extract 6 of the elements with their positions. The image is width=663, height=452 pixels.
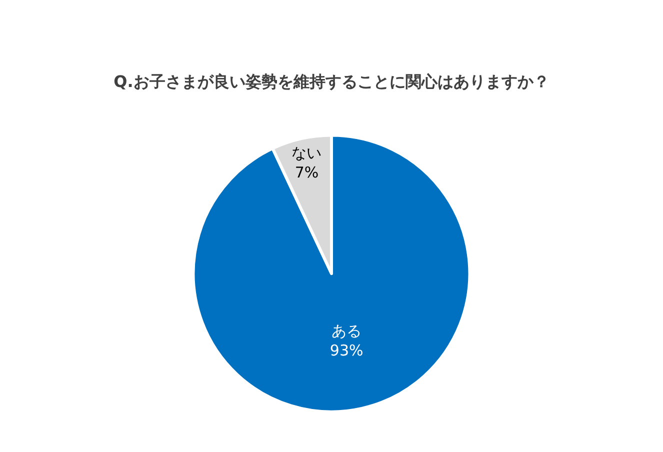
pie-slice	[192, 134, 472, 414]
chart-title: Q.お子さまが良い姿勢を維持することに関心はありますか？	[114, 72, 550, 91]
slice-label: ない	[292, 144, 322, 162]
data-label: 7%	[294, 164, 319, 182]
slice-label: ある	[332, 322, 362, 340]
data-label: 93%	[330, 342, 364, 360]
